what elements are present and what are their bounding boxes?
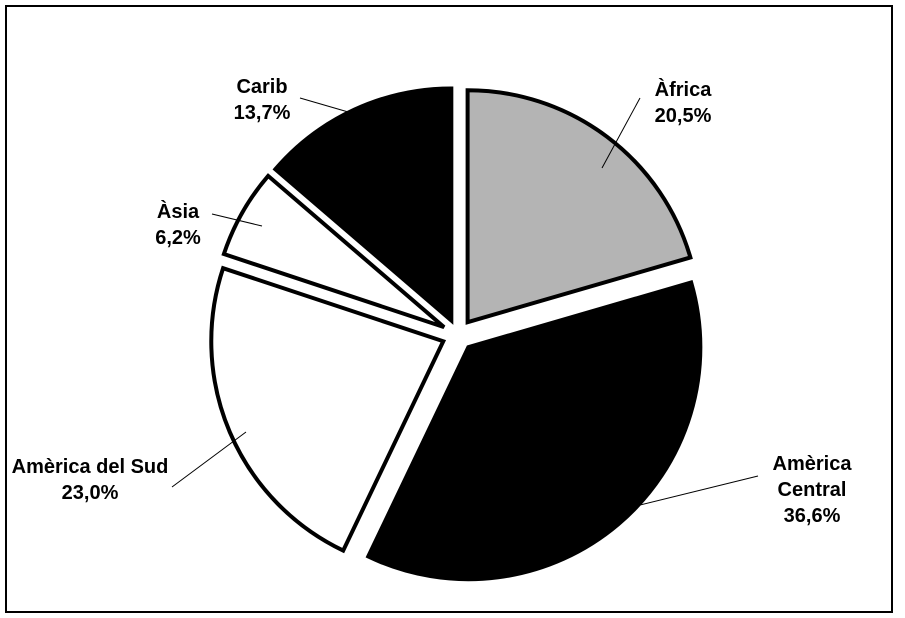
category-label: Carib: [236, 76, 288, 98]
leader-line: [211, 213, 263, 227]
category-label: Àfrica: [654, 79, 712, 101]
frame: [5, 5, 893, 613]
slice-label: Carib 13,7%: [222, 74, 302, 126]
value-label: 6,2%: [155, 227, 201, 249]
slice-label: Amèrica del Sud 23,0%: [10, 454, 170, 506]
category-label: Amèrica del Sud: [11, 456, 169, 478]
leader-line: [299, 97, 363, 117]
value-label: 36,6%: [783, 505, 841, 527]
value-label: 23,0%: [61, 482, 119, 504]
category-label: Amèrica Central: [772, 453, 852, 501]
leader-line: [601, 97, 641, 169]
slice-label: Àfrica 20,5%: [623, 77, 743, 129]
slice-label: Amèrica Central 36,6%: [752, 451, 872, 529]
pie-slice: [272, 86, 454, 325]
value-label: 13,7%: [233, 102, 291, 124]
pie-slice: [221, 173, 446, 330]
value-label: 20,5%: [654, 105, 712, 127]
leader-line: [171, 431, 247, 488]
category-label: Àsia: [156, 201, 200, 223]
pie-slice: [209, 265, 447, 554]
leader-line: [627, 475, 759, 509]
pie-slice: [465, 88, 693, 325]
slice-label: Àsia 6,2%: [138, 199, 218, 251]
pie-slice: [365, 279, 703, 582]
